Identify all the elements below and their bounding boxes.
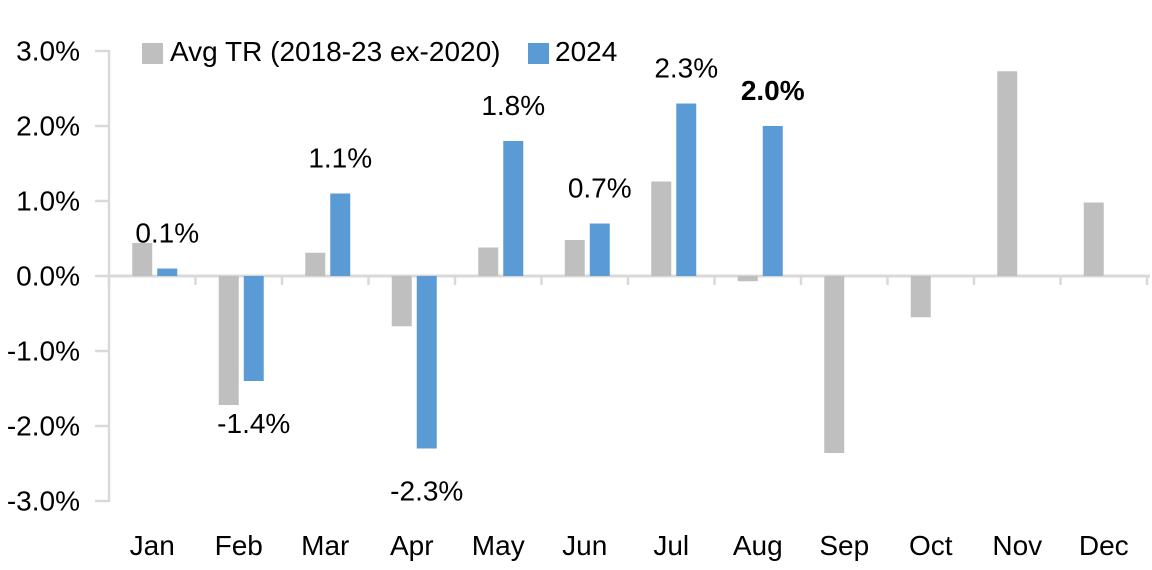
- bar-2024-jul: [676, 103, 697, 276]
- x-tick-label-may: May: [472, 530, 525, 561]
- y-tick-label: 1.0%: [16, 186, 80, 217]
- y-tick-label: -1.0%: [7, 336, 80, 367]
- x-tick-label-apr: Apr: [390, 530, 434, 561]
- data-label-mar: 1.1%: [308, 143, 372, 174]
- x-tick-label-dec: Dec: [1079, 530, 1129, 561]
- y-tick-label: 0.0%: [16, 261, 80, 292]
- bar-avg-tr-feb: [218, 276, 239, 405]
- bar-avg-tr-aug: [737, 276, 758, 282]
- x-tick-label-aug: Aug: [733, 530, 783, 561]
- x-tick-label-mar: Mar: [301, 530, 349, 561]
- bar-avg-tr-apr: [391, 276, 412, 327]
- bar-2024-jan: [157, 268, 178, 276]
- bar-2024-mar: [330, 193, 351, 276]
- legend-swatch-2024: [528, 43, 549, 64]
- bar-avg-tr-jun: [564, 240, 585, 276]
- data-label-jun: 0.7%: [568, 173, 632, 204]
- x-tick-label-oct: Oct: [909, 530, 953, 561]
- bars: [132, 71, 1104, 453]
- bar-2024-apr: [416, 276, 437, 449]
- bar-avg-tr-jul: [651, 181, 672, 276]
- axes: [95, 49, 1150, 503]
- y-tick-label: -2.0%: [7, 411, 80, 442]
- x-tick-label-feb: Feb: [215, 530, 263, 561]
- y-tick-label: -3.0%: [7, 486, 80, 517]
- data-label-aug: 2.0%: [741, 75, 805, 106]
- x-tick-label-jun: Jun: [562, 530, 607, 561]
- chart-legend: Avg TR (2018-23 ex-2020) 2024: [142, 36, 617, 67]
- bar-2024-aug: [762, 126, 783, 276]
- bar-avg-tr-sep: [824, 276, 845, 453]
- bar-avg-tr-dec: [1083, 202, 1104, 276]
- x-tick-label-sep: Sep: [819, 530, 869, 561]
- x-tick-label-jul: Jul: [653, 530, 689, 561]
- data-label-feb: -1.4%: [217, 408, 290, 439]
- data-labels: 0.1% -1.4% 1.1% -2.3% 1.8% 0.7% 2.3% 2.0%: [135, 53, 804, 507]
- bar-2024-may: [503, 141, 524, 276]
- bar-2024-feb: [243, 276, 264, 381]
- data-label-may: 1.8%: [481, 90, 545, 121]
- legend-label-2024: 2024: [555, 36, 617, 67]
- y-tick-label: 2.0%: [16, 111, 80, 142]
- data-label-apr: -2.3%: [390, 476, 463, 507]
- bar-avg-tr-nov: [997, 71, 1018, 276]
- bar-avg-tr-mar: [305, 252, 326, 276]
- legend-swatch-avg-tr: [142, 43, 163, 64]
- bar-avg-tr-may: [478, 247, 499, 276]
- bar-2024-jun: [589, 223, 610, 276]
- data-label-jan: 0.1%: [135, 218, 199, 249]
- data-label-jul: 2.3%: [654, 53, 718, 84]
- bar-avg-tr-oct: [910, 276, 931, 318]
- y-tick-label: 3.0%: [16, 36, 80, 67]
- x-tick-label-nov: Nov: [992, 530, 1042, 561]
- x-tick-label-jan: Jan: [130, 530, 175, 561]
- x-axis-labels: Jan Feb Mar Apr May Jun Jul Aug Sep Oct Nov Dec: [130, 530, 1129, 561]
- legend-label-avg-tr: Avg TR (2018-23 ex-2020): [170, 36, 501, 67]
- bar-avg-tr-jan: [132, 243, 153, 276]
- y-axis-labels: 3.0% 2.0% 1.0% 0.0% -1.0% -2.0% -3.0%: [7, 36, 80, 517]
